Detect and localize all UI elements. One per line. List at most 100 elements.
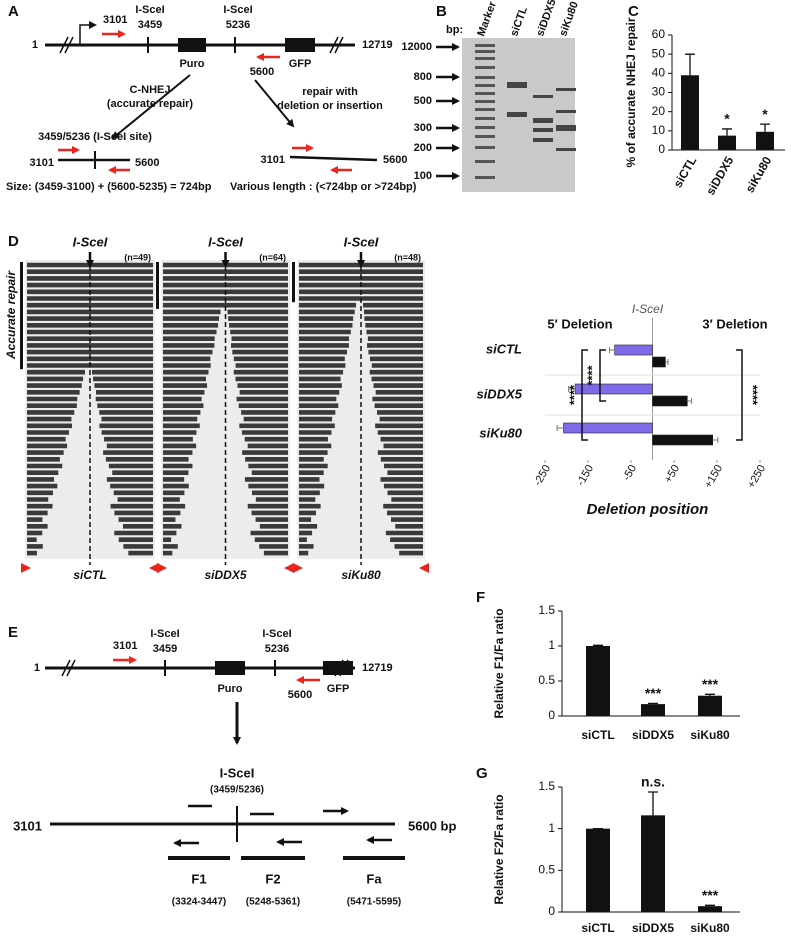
gel-band	[475, 117, 495, 120]
product-end: 3101	[30, 157, 54, 169]
gel-band	[556, 125, 576, 131]
pathway-arrow	[111, 74, 191, 140]
y-axis-label: Relative F1/Fa ratio	[492, 608, 506, 718]
product-size: Various length : (<724bp or >724bp)	[230, 181, 417, 193]
x-tick-label: siCTL	[581, 921, 614, 935]
panel-label: C	[628, 3, 639, 20]
y-tick-label: 0	[548, 904, 555, 918]
gel-band	[475, 66, 495, 69]
bar	[641, 704, 665, 716]
product-size: Size: (3459-3100) + (5600-5235) = 724bp	[6, 181, 212, 193]
bar	[563, 422, 653, 434]
gel-band	[475, 84, 495, 87]
gel-band	[475, 100, 495, 103]
panel-d-sequences: Accurate repair I-SceI (n=49) siCTL I-SceI (…	[4, 234, 429, 582]
site-position: 3459	[153, 643, 177, 655]
amplicon-name: F1	[191, 871, 206, 886]
primer-label: 3101	[113, 640, 137, 652]
group-label: siDDX5	[204, 568, 246, 582]
y-tick-label: 40	[652, 66, 666, 80]
break-marks	[61, 659, 349, 677]
end-marker	[419, 563, 429, 573]
site-label: I-SceI	[344, 234, 379, 249]
marker-label: 300	[414, 122, 432, 134]
lane-label: siDDX5	[534, 0, 558, 38]
error-bar	[593, 644, 603, 646]
product-site: 3459/5236 (I-SceI site)	[38, 131, 152, 143]
x-tick-label: siDDX5	[632, 921, 674, 935]
y-tick-label: 1.5	[538, 603, 555, 617]
y-tick-label: 10	[652, 123, 666, 137]
gel-band	[533, 138, 553, 142]
product-line	[289, 155, 378, 162]
amplicon-bar	[241, 856, 305, 860]
pathway-label: (accurate repair)	[107, 98, 194, 110]
marker-label: 100	[414, 170, 432, 182]
x-tick-label: siDDX5	[703, 154, 736, 198]
site-label: I-SceI	[223, 4, 252, 16]
construct-end: 12719	[362, 662, 393, 674]
error-bar	[687, 398, 693, 404]
site-label: I-SceI	[150, 628, 179, 640]
y-tick-label: 0.5	[538, 673, 555, 687]
gel-band	[475, 92, 495, 95]
y-tick-label: 0.5	[538, 863, 555, 877]
x-tick-label: +150	[702, 463, 725, 490]
end-marker	[157, 563, 167, 573]
bar	[586, 828, 610, 912]
pathway-label: C-NHEJ	[130, 84, 171, 96]
significance-bracket	[581, 349, 588, 441]
gel-band	[475, 146, 495, 149]
y-tick-label: 1.5	[538, 779, 555, 793]
panel-label: D	[8, 233, 19, 250]
accurate-bracket	[292, 262, 295, 303]
x-tick-label: +250	[745, 463, 768, 490]
pathway-label: repair with	[302, 86, 358, 98]
y-tick-label: siCTL	[486, 341, 522, 356]
y-tick-label: siKu80	[479, 425, 522, 440]
significance-label: ***	[702, 676, 719, 692]
x-tick-label: -150	[575, 463, 596, 488]
break-marks	[59, 36, 344, 54]
primer-label: 5600	[250, 66, 274, 78]
bar	[652, 356, 666, 368]
gel-band	[507, 82, 527, 88]
amplicon-range: (5248-5361)	[246, 897, 300, 908]
amplicon-name: F2	[265, 871, 280, 886]
end-marker	[284, 563, 294, 573]
y-tick-label: 0	[548, 708, 555, 722]
panel-label: E	[8, 624, 18, 641]
bracket-label: Accurate repair	[4, 270, 18, 360]
error-bar	[712, 437, 719, 443]
y-tick-label: 60	[652, 27, 666, 41]
site-position: 5236	[226, 19, 250, 31]
gene-label: Puro	[217, 683, 242, 695]
group-label: siCTL	[73, 568, 106, 582]
error-bar	[648, 702, 658, 705]
error-bar	[609, 347, 615, 353]
x-tick-label: siKu80	[690, 728, 730, 742]
lane-label: siKu80	[557, 0, 581, 38]
x-tick-label: +50	[662, 463, 682, 485]
error-bar	[556, 425, 564, 431]
panel-labels: A B C D E F G	[8, 3, 639, 782]
x-tick-label: -50	[621, 463, 639, 483]
y-tick-label: 30	[652, 85, 666, 99]
gfp-box	[323, 661, 353, 675]
product-end: 5600	[383, 154, 407, 166]
error-bar	[648, 791, 658, 816]
end-marker	[149, 563, 159, 573]
y-tick-label: 50	[652, 46, 666, 60]
site-label: I-SceI	[262, 628, 291, 640]
gel-band	[556, 110, 576, 113]
marker-label: 12000	[401, 41, 432, 53]
end-marker	[21, 563, 31, 573]
chart-title: I-SceI	[632, 302, 664, 316]
marker-label: 500	[414, 95, 432, 107]
primer-arrows	[188, 806, 347, 814]
x-tick-label: siCTL	[581, 728, 614, 742]
bar	[698, 906, 722, 912]
pathway-arrow	[254, 79, 295, 128]
y-axis-label: % of accurate NHEJ repair	[624, 17, 638, 167]
gel-band	[475, 160, 495, 163]
